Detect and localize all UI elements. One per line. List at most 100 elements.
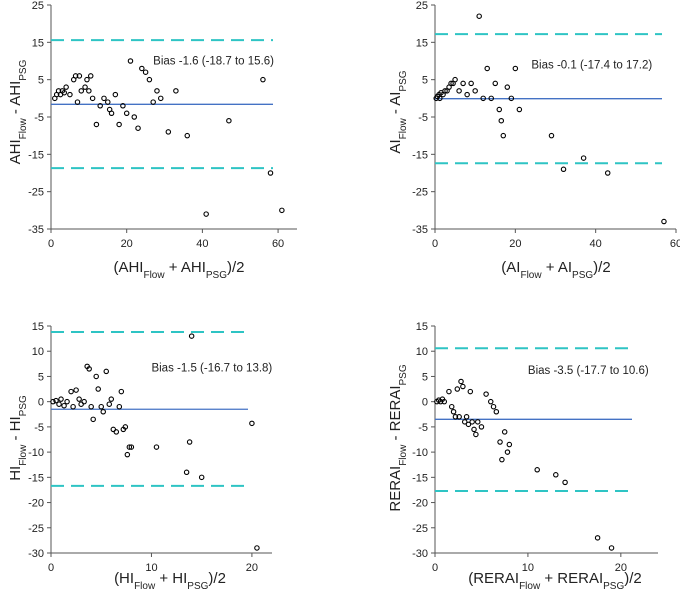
ai-x-tick-label: 60	[670, 238, 680, 250]
ai-data-point	[516, 106, 523, 113]
hi-data-point	[188, 333, 195, 339]
ai-x-axis-label-sub1: Flow	[520, 270, 542, 281]
hi-data-point	[186, 439, 193, 445]
rerai-y-tick-label: -5	[418, 422, 428, 434]
hi-data-point	[128, 444, 135, 450]
rerai-y-tick-label: -30	[412, 548, 428, 560]
ai-data-point	[512, 65, 519, 72]
ai-data-point	[437, 95, 443, 102]
rerai-y-tick-label: -15	[412, 472, 428, 484]
ai-x-tick-label: 0	[432, 238, 438, 250]
ahi-x-axis-label-sub2: PSG	[206, 270, 227, 281]
rerai-x-tick-label: 0	[432, 562, 438, 574]
hi-data-point	[126, 444, 133, 450]
ahi-y-tick-label: -15	[28, 149, 44, 161]
ai-y-tick-label: 15	[416, 37, 428, 49]
ahi-y-axis-label-base: AHI	[7, 139, 24, 164]
rerai-data-point	[608, 545, 615, 551]
ahi-y-axis-label-mid: - AHI	[7, 81, 24, 119]
rerai-data-point	[490, 403, 497, 410]
hi-data-point	[153, 444, 160, 450]
ahi-data-point	[82, 84, 88, 90]
ai-data-point	[468, 80, 474, 87]
ai-data-point	[484, 65, 490, 72]
rerai-x-axis-label-base: (RERAI	[468, 570, 519, 587]
ahi-data-point	[105, 99, 111, 105]
ahi-x-axis-label-base: (AHI	[113, 259, 143, 276]
rerai-data-point	[493, 409, 500, 415]
hi-data-point	[98, 403, 104, 410]
rerai-data-point	[467, 388, 474, 395]
ai-data-point	[500, 132, 507, 139]
ahi-data-point	[61, 89, 67, 96]
ai-x-axis-label-sub2: PSG	[572, 270, 593, 281]
hi-data-point	[81, 398, 87, 405]
panel-ahi: -35 -25 -15 -5 5 15 25 0 20 40 60 Bias -1.6 (-18.7 …	[7, 0, 297, 281]
ai-y-tick-label: 5	[422, 75, 428, 87]
hi-data-point	[90, 416, 96, 423]
ai-data-point	[442, 88, 448, 94]
panel-rerai: -30 -25 -20 -15 -10 -5 0 5 10 15 0 10 20 Bias -3.5 (-…	[387, 321, 658, 592]
hi-data-point	[73, 387, 79, 393]
hi-y-tick-label: -10	[28, 447, 44, 459]
hi-data-point	[64, 398, 70, 405]
ahi-y-axis-label-sub1: Flow	[18, 117, 29, 139]
ahi-data-point	[108, 110, 115, 117]
ai-data-point	[460, 80, 466, 87]
ai-data-point	[498, 117, 505, 124]
ahi-y-tick-label: 25	[32, 0, 44, 12]
rerai-data-point	[594, 535, 601, 541]
ai-data-point	[508, 95, 515, 102]
ahi-data-point	[267, 170, 274, 176]
ai-data-point	[661, 218, 667, 225]
ai-x-tick-label: 20	[509, 238, 521, 250]
ahi-data-point	[158, 95, 164, 102]
ai-data-point	[604, 170, 611, 176]
ahi-data-point	[226, 117, 232, 124]
rerai-data-point	[448, 403, 455, 410]
ai-data-point	[496, 106, 503, 113]
ai-data-point	[492, 80, 498, 87]
hi-data-point	[116, 403, 123, 410]
ai-data-point	[580, 155, 587, 161]
hi-data-point	[88, 403, 94, 410]
hi-x-tick-label: 0	[48, 562, 54, 574]
ai-x-axis-label-mid: + AI	[542, 259, 572, 276]
ahi-data-point	[135, 125, 141, 131]
ai-data-point	[560, 166, 567, 173]
hi-y-tick-label: 0	[38, 397, 44, 409]
rerai-x-axis-label-sub1: Flow	[519, 581, 541, 592]
ai-y-tick-label: -25	[412, 187, 428, 199]
ahi-y-tick-label: 5	[38, 75, 44, 87]
hi-y-axis-label-base: HI	[7, 466, 24, 481]
hi-y-tick-label: -15	[28, 472, 44, 484]
ai-data-point	[488, 95, 494, 102]
rerai-data-point	[456, 414, 462, 420]
rerai-x-tick-label: 10	[522, 562, 534, 574]
ai-y-tick-label: 25	[416, 0, 428, 12]
hi-y-axis-label-sub2: PSG	[18, 395, 29, 416]
ai-data-point	[480, 95, 486, 102]
hi-data-point	[76, 396, 82, 402]
ahi-data-point	[97, 103, 103, 109]
hi-x-axis-label-mid: + HI	[155, 570, 187, 587]
rerai-data-point	[469, 419, 475, 425]
hi-data-point	[124, 451, 131, 458]
rerai-y-axis-label: RERAIFlow - RERAIPSG	[387, 364, 409, 511]
hi-y-tick-label: -20	[28, 498, 44, 510]
ahi-data-point	[116, 121, 122, 128]
ahi-data-point	[184, 132, 190, 139]
hi-data-point	[86, 366, 92, 372]
rerai-data-point	[553, 472, 559, 478]
hi-bias-annotation: Bias -1.5 (-16.7 to 13.8)	[151, 362, 272, 374]
panel-hi: -30 -25 -20 -15 -10 -5 0 5 10 15 0 10 20 Bias -1.5 (-…	[7, 321, 272, 592]
ahi-data-point	[173, 88, 179, 94]
rerai-x-axis-label-end: )/2	[624, 570, 642, 587]
hi-data-point	[100, 409, 106, 415]
ahi-data-point	[93, 121, 100, 128]
hi-data-point	[122, 424, 129, 430]
ai-y-tick-label: -5	[418, 112, 428, 124]
ahi-data-point	[139, 65, 145, 72]
hi-y-tick-label: -5	[34, 422, 44, 434]
